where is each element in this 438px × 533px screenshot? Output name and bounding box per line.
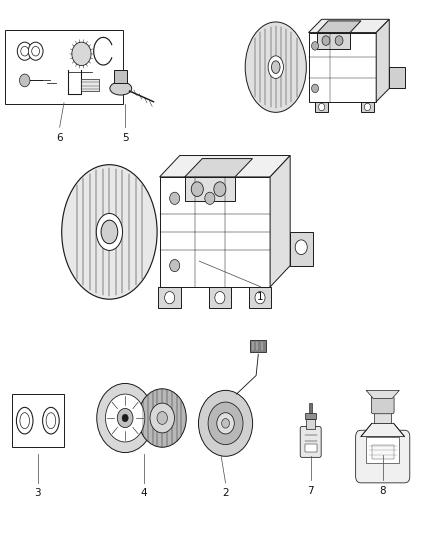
Circle shape xyxy=(106,394,145,442)
Polygon shape xyxy=(308,19,389,33)
Circle shape xyxy=(17,42,32,60)
FancyBboxPatch shape xyxy=(356,430,410,483)
Ellipse shape xyxy=(268,56,283,78)
Bar xyxy=(290,232,313,265)
Ellipse shape xyxy=(42,407,59,434)
Polygon shape xyxy=(270,156,290,287)
Ellipse shape xyxy=(110,82,132,95)
Circle shape xyxy=(364,103,371,111)
Circle shape xyxy=(311,84,318,93)
Circle shape xyxy=(205,192,215,205)
Circle shape xyxy=(19,74,30,87)
Polygon shape xyxy=(366,390,399,398)
Polygon shape xyxy=(185,159,253,177)
Circle shape xyxy=(150,403,174,433)
Bar xyxy=(308,33,376,102)
Circle shape xyxy=(32,46,39,56)
Polygon shape xyxy=(376,19,389,102)
Bar xyxy=(306,419,315,429)
Text: 1: 1 xyxy=(257,292,264,302)
Bar xyxy=(208,287,231,309)
Circle shape xyxy=(318,103,325,111)
Circle shape xyxy=(157,411,167,424)
Bar xyxy=(114,70,127,83)
Circle shape xyxy=(255,292,265,304)
Bar xyxy=(389,67,405,88)
Ellipse shape xyxy=(272,61,280,74)
Bar xyxy=(249,287,271,309)
Ellipse shape xyxy=(16,407,33,434)
Bar xyxy=(317,33,350,49)
Circle shape xyxy=(191,182,203,197)
Bar xyxy=(159,287,181,309)
Bar xyxy=(185,177,235,201)
Bar xyxy=(12,394,64,447)
Circle shape xyxy=(311,42,318,50)
Circle shape xyxy=(97,383,153,453)
Text: 5: 5 xyxy=(122,133,128,142)
Text: 8: 8 xyxy=(379,486,386,496)
Circle shape xyxy=(214,182,226,197)
Ellipse shape xyxy=(96,213,123,251)
Circle shape xyxy=(215,292,225,304)
Ellipse shape xyxy=(20,413,29,429)
Bar xyxy=(159,177,270,287)
Bar xyxy=(305,413,316,419)
Bar xyxy=(309,403,312,413)
FancyBboxPatch shape xyxy=(300,426,321,457)
Circle shape xyxy=(217,413,234,434)
Circle shape xyxy=(295,240,307,255)
Text: 2: 2 xyxy=(222,488,229,498)
Circle shape xyxy=(122,414,128,422)
Text: 3: 3 xyxy=(35,488,41,498)
Circle shape xyxy=(117,408,133,427)
Text: 7: 7 xyxy=(307,486,314,496)
Bar xyxy=(374,411,392,423)
Ellipse shape xyxy=(62,165,157,299)
Circle shape xyxy=(138,389,186,447)
FancyBboxPatch shape xyxy=(371,396,394,414)
Circle shape xyxy=(170,192,180,205)
Circle shape xyxy=(222,418,230,428)
Text: 6: 6 xyxy=(57,133,63,142)
Polygon shape xyxy=(317,21,361,33)
Bar xyxy=(366,437,399,463)
Bar xyxy=(251,340,266,352)
Polygon shape xyxy=(159,156,290,177)
Bar xyxy=(361,102,374,112)
Ellipse shape xyxy=(245,22,306,112)
Circle shape xyxy=(170,260,180,272)
Circle shape xyxy=(165,292,175,304)
Bar xyxy=(81,79,99,91)
Bar xyxy=(372,445,394,459)
Polygon shape xyxy=(361,423,405,437)
Circle shape xyxy=(208,402,243,445)
Circle shape xyxy=(198,390,253,456)
Bar xyxy=(5,30,123,104)
Circle shape xyxy=(28,42,43,60)
Ellipse shape xyxy=(46,413,56,429)
Text: 4: 4 xyxy=(141,488,147,498)
Circle shape xyxy=(72,42,91,66)
Bar xyxy=(304,443,317,452)
Bar xyxy=(315,102,328,112)
Ellipse shape xyxy=(101,220,118,244)
Circle shape xyxy=(21,46,28,56)
Circle shape xyxy=(322,36,330,45)
Circle shape xyxy=(335,36,343,45)
